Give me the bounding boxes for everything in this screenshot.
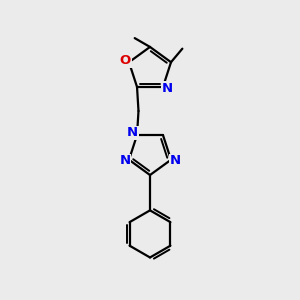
Text: N: N [119,154,130,167]
Text: N: N [170,154,181,167]
Text: O: O [120,54,131,67]
Text: N: N [127,126,138,139]
Text: N: N [161,82,173,94]
